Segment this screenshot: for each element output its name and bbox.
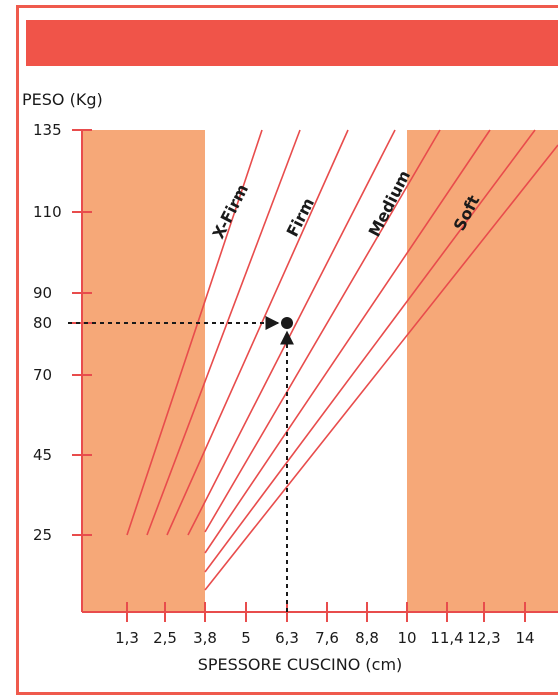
y-tick-label: 110	[33, 203, 62, 221]
curve-label: Medium	[365, 167, 415, 240]
x-tick-label: 10	[397, 629, 416, 647]
zones-layer	[82, 130, 558, 612]
x-tick-label: 3,8	[193, 629, 217, 647]
y-tick-label: 80	[33, 314, 52, 332]
x-tick-label: 11,4	[430, 629, 463, 647]
y-axis-title: PESO (Kg)	[22, 90, 103, 109]
zone-left	[82, 130, 205, 612]
curve-label: Firm	[283, 195, 319, 240]
x-tick-label: 5	[241, 629, 251, 647]
x-tick-label: 1,3	[115, 629, 139, 647]
x-tick-label: 2,5	[153, 629, 177, 647]
density-line-4	[188, 130, 395, 535]
y-tick-label: 25	[33, 526, 52, 544]
curve-label: X-Firm	[209, 181, 253, 242]
x-axis-title: SPESSORE CUSCINO (cm)	[198, 655, 403, 674]
x-tick-label: 6,3	[275, 629, 299, 647]
x-tick-label: 7,6	[315, 629, 339, 647]
y-tick-label: 70	[33, 366, 52, 384]
y-tick-label: 135	[33, 121, 62, 139]
weight-thickness-chart: 135 110 90 80 70 45 25 1,3 2,5 3,8 5 6,3 7,6 8,8 10 11,…	[0, 0, 558, 680]
x-tick-label: 12,3	[467, 629, 500, 647]
x-tick-label: 14	[515, 629, 534, 647]
x-tick-label: 8,8	[355, 629, 379, 647]
y-tick-label: 90	[33, 284, 52, 302]
y-tick-label: 45	[33, 446, 52, 464]
example-point	[281, 317, 293, 329]
